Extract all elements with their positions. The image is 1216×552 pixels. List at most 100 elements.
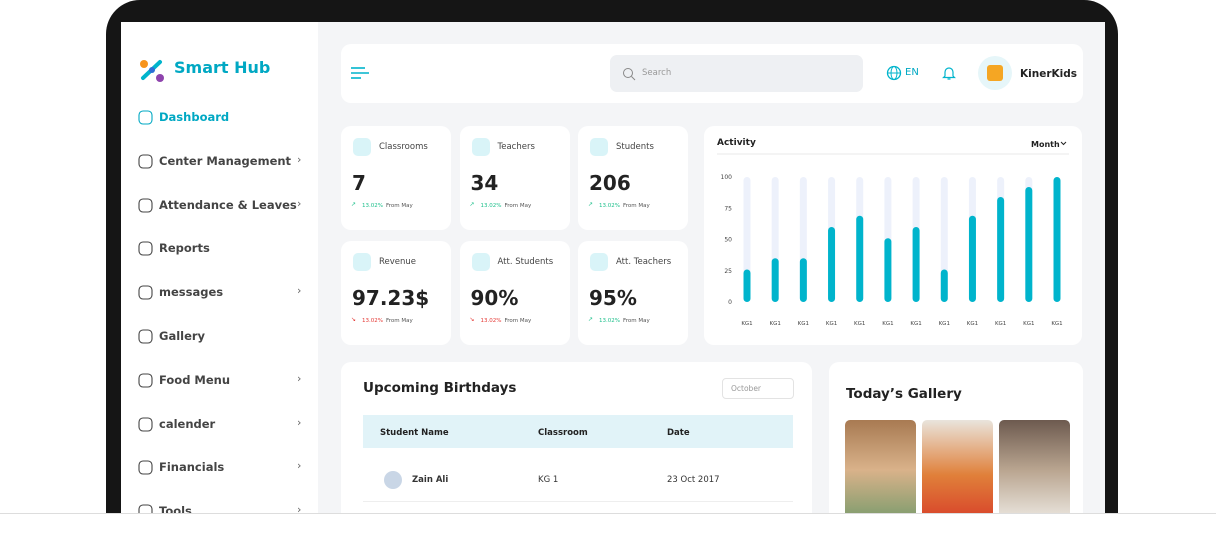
stat-change: 13.02% — [362, 318, 383, 324]
nav-icon-shape — [138, 198, 153, 213]
bar — [743, 269, 751, 302]
stat-period: From May — [623, 318, 650, 324]
month-select-text: October — [731, 384, 762, 393]
stat-value: 34 — [470, 171, 499, 195]
y-tick-label: 100 — [721, 174, 733, 181]
user-name: KinerKids — [1020, 68, 1078, 80]
stat-value: 7 — [352, 171, 366, 195]
nav-item[interactable]: messages — [159, 285, 224, 300]
trend-arrow: ↘ — [351, 316, 357, 323]
stat-change: 13.02% — [599, 203, 620, 209]
gallery-photo[interactable] — [922, 420, 993, 513]
stat-icon — [353, 253, 371, 271]
nav-item[interactable]: Food Menu — [159, 372, 231, 387]
search-icon — [623, 68, 636, 81]
nav-item[interactable]: calender — [159, 416, 216, 431]
brand: Smart Hub — [174, 58, 271, 77]
nav-icon — [138, 417, 153, 432]
nav-icon — [138, 285, 153, 300]
x-tick-label: KG1 — [854, 321, 865, 327]
nav-chevron[interactable]: › — [297, 459, 302, 473]
nav-item[interactable]: Financials — [159, 460, 225, 475]
x-tick-label: KG1 — [741, 321, 752, 327]
logo — [140, 60, 164, 82]
birthdays-title: Upcoming Birthdays — [363, 380, 517, 396]
language[interactable]: EN — [905, 67, 919, 78]
nav-item[interactable]: Center Management — [159, 153, 292, 168]
y-tick-label: 25 — [724, 268, 732, 275]
chart-filter: Month — [1031, 140, 1060, 149]
nav-chevron[interactable]: › — [297, 503, 302, 513]
bar — [856, 215, 864, 302]
gallery-photo[interactable] — [999, 420, 1070, 513]
stat-icon — [471, 138, 490, 156]
stat-change: 13.02% — [480, 318, 502, 324]
gallery-title: Today’s Gallery — [846, 386, 962, 402]
trend-arrow: ↗ — [351, 201, 357, 208]
y-tick-label: 0 — [728, 299, 732, 306]
nav-item[interactable]: Reports — [159, 241, 210, 256]
column-header: Date — [667, 428, 690, 438]
table-cell: Zain Ali — [412, 475, 449, 485]
trend-arrow: ↗ — [588, 201, 594, 208]
stat-card: Students 206 ↗ 13.02% From May — [578, 126, 688, 230]
topbar: Search EN KinerKids — [341, 44, 1083, 103]
month-select[interactable]: October — [722, 378, 794, 399]
nav-icon-shape — [138, 417, 153, 432]
column-header: Classroom — [538, 428, 588, 438]
stat-label: Students — [616, 142, 654, 152]
nav-item[interactable]: Attendance & Leaves — [159, 197, 297, 212]
nav-item[interactable]: Tools — [159, 504, 192, 513]
nav-icon — [138, 241, 153, 256]
x-tick-label: KG1 — [1051, 321, 1062, 327]
trend-arrow: ↗ — [588, 316, 594, 323]
bar — [912, 227, 920, 302]
y-tick-label: 75 — [724, 205, 732, 212]
nav-chevron[interactable]: › — [297, 284, 302, 298]
gallery-card: Today’s Gallery — [829, 362, 1083, 513]
x-tick-label: KG1 — [967, 321, 978, 327]
stat-label: Att. Teachers — [616, 257, 672, 267]
chart-title: Activity — [717, 138, 756, 148]
stat-label: Teachers — [497, 142, 535, 152]
nav-chevron[interactable]: › — [297, 415, 302, 429]
x-tick-label: KG1 — [798, 321, 809, 327]
nav-chevron[interactable]: › — [297, 152, 302, 166]
birthdays-card: Upcoming Birthdays October Student Name C… — [341, 362, 812, 513]
x-tick-label: KG1 — [1023, 321, 1034, 327]
nav-icon-shape — [138, 504, 153, 513]
bar — [1053, 177, 1061, 302]
stat-card: Revenue 97.23$ ↘ 13.02% From May — [341, 241, 451, 345]
bar — [1025, 187, 1033, 302]
stat-change: 13.02% — [362, 203, 383, 209]
nav-item[interactable]: Gallery — [159, 329, 206, 343]
row-avatar — [384, 471, 402, 489]
x-tick-label: KG1 — [882, 321, 893, 327]
table-cell: KG 1 — [538, 475, 559, 485]
search-placeholder: Search — [642, 68, 672, 78]
activity-card: Activity Month 0 25 50 75 100 KG1 KG1 KG1 KG1 KG1 KG… — [704, 126, 1082, 345]
bell-icon[interactable] — [942, 65, 956, 81]
menu-icon[interactable] — [351, 66, 369, 80]
bar — [997, 197, 1005, 302]
globe-icon — [886, 65, 902, 81]
stat-period: From May — [504, 318, 532, 324]
stat-card: Att. Teachers 95% ↗ 13.02% From May — [578, 241, 688, 345]
nav-icon-shape — [138, 241, 153, 256]
gallery-photo[interactable] — [845, 420, 916, 513]
trend-arrow: ↗ — [469, 201, 475, 208]
desk — [0, 513, 1216, 552]
nav-chevron[interactable]: › — [297, 196, 302, 210]
x-tick-label: KG1 — [910, 321, 921, 327]
avatar[interactable] — [978, 56, 1012, 90]
nav-item[interactable]: Dashboard — [159, 110, 230, 124]
x-tick-label: KG1 — [769, 321, 780, 327]
search-box[interactable]: Search — [610, 55, 863, 92]
stat-label: Att. Students — [497, 257, 554, 267]
nav-chevron[interactable]: › — [297, 371, 302, 385]
stat-label: Classrooms — [379, 142, 428, 152]
bar — [771, 258, 779, 302]
nav-icon-shape — [138, 154, 153, 169]
screen: Smart Hub Dashboard Center Management › Att… — [121, 22, 1105, 513]
